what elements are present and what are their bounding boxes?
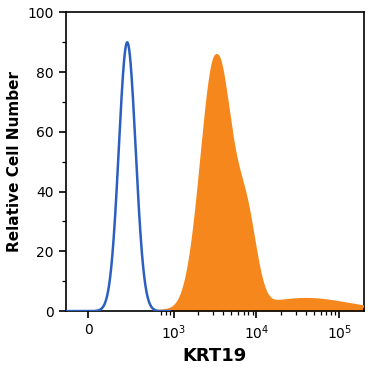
X-axis label: KRT19: KRT19 — [183, 347, 247, 365]
Y-axis label: Relative Cell Number: Relative Cell Number — [7, 71, 22, 252]
